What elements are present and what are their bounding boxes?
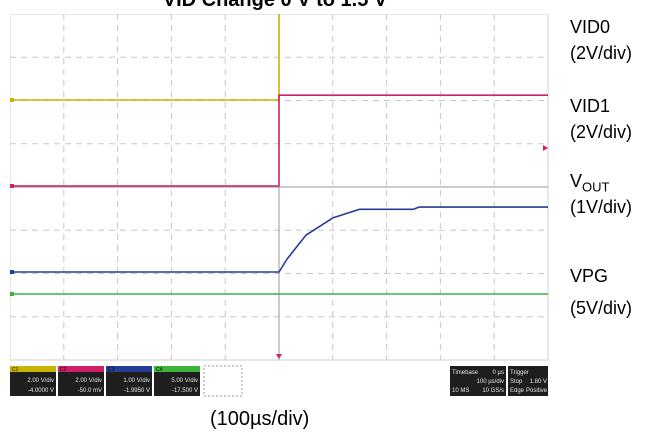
status-channel-offset: -1.9950 V [124, 388, 150, 394]
vout-trace [10, 206, 548, 273]
vpg-scale: (5V/div) [570, 298, 633, 318]
status-channel-id: C3 [108, 367, 115, 373]
status-timebase-text: 10 MS [452, 388, 469, 394]
status-channel-vdiv: 2.00 V/div [27, 378, 54, 384]
vout-label: VOUT [570, 170, 609, 199]
status-channel-id: C2 [60, 367, 67, 373]
chart-title: VID Change 0 V to 1.5 V [162, 0, 388, 11]
vout-scale: (1V/div) [570, 197, 633, 217]
vid0-label: VID0 [570, 17, 611, 37]
status-trigger-text: Edge [510, 388, 525, 394]
oscilloscope-display: C1 2.00 V/div -4.0000 V C2 2.00 V/div -50.0 m… [9, 0, 550, 400]
status-timebase-text: Timebase [452, 370, 479, 376]
status-empty-box [203, 365, 243, 397]
vid0-scale: (2V/div) [570, 43, 633, 63]
vout-ground-marker [10, 270, 14, 274]
vid1-ground-marker [10, 184, 14, 188]
status-channel-strip [154, 366, 200, 372]
vid0-trace [10, 0, 280, 101]
vid1-label: VID1 [570, 96, 611, 116]
status-channel-strip [58, 366, 104, 372]
status-channel-strip [10, 366, 56, 372]
status-trigger-text: Stop [510, 379, 523, 385]
vpg-label: VPG [570, 266, 609, 286]
status-trigger-box [508, 366, 548, 396]
status-timebase-value: 0 µs [493, 370, 504, 376]
status-trigger-value: Positive [526, 388, 548, 394]
trigger-marker [276, 354, 282, 359]
status-channel-id: C4 [156, 367, 163, 373]
status-timebase-value: 100 µs/div [477, 379, 504, 385]
status-trigger-value: 1.80 V [530, 379, 547, 385]
vout-label-sub: OUT [582, 179, 610, 195]
status-channel-vdiv: 1.00 V/div [123, 378, 150, 384]
status-channel-id: C1 [12, 367, 19, 373]
vout-label-main: V [570, 171, 583, 191]
status-channel-vdiv: 5.00 V/div [171, 378, 198, 384]
status-trigger-text: Trigger [510, 370, 529, 376]
vid0-ground-marker [10, 98, 14, 102]
vid1-trace [10, 94, 548, 187]
vpg-ground-marker [10, 292, 14, 296]
timebase-caption: (100µs/div) [210, 408, 310, 430]
trigger-level-marker [543, 145, 548, 151]
vid1-scale: (2V/div) [570, 122, 633, 142]
scope-svg: C1 2.00 V/div -4.0000 V C2 2.00 V/div -50.0 m… [9, 0, 549, 397]
status-channel-offset: -17.500 V [172, 388, 198, 394]
status-timebase-value: 10 GS/s [482, 388, 504, 394]
status-timebase-box [450, 366, 506, 396]
status-channel-offset: -50.0 mV [78, 388, 102, 394]
status-channel-strip [106, 366, 152, 372]
status-channel-vdiv: 2.00 V/div [75, 378, 102, 384]
status-channel-offset: -4.0000 V [28, 388, 54, 394]
